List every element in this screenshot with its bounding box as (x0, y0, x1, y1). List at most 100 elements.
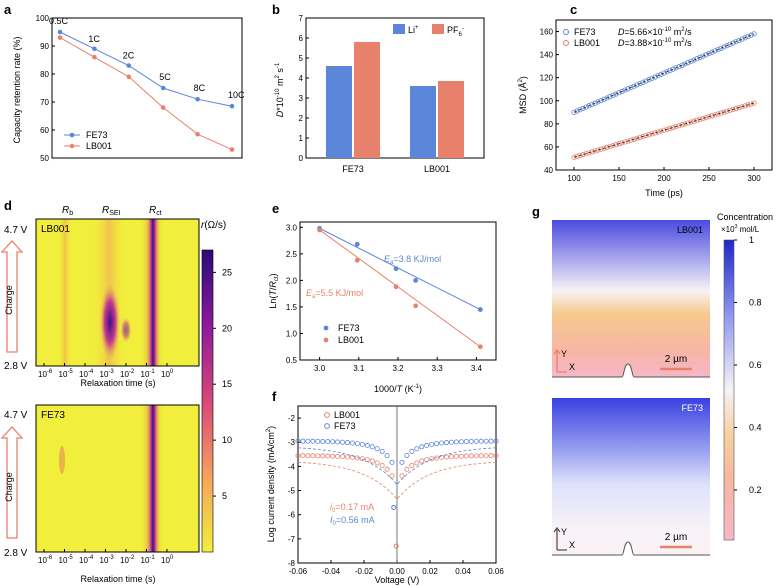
msd-point-fe73 (748, 32, 754, 38)
panel-d-x-axes: 10-6 10-5 10-4 10-3 10-2 10-1 100 10-6 10-5 10-4 1… (38, 363, 174, 565)
msd-point-lb001 (598, 146, 604, 152)
msd-point-lb001 (682, 121, 688, 127)
panel-c-y-tick-label: 160 (540, 28, 554, 37)
msd-point-lb001 (712, 112, 718, 118)
panel-g-letter: g (532, 204, 540, 219)
msd-point-fe73 (691, 57, 697, 63)
msd-point-lb001 (748, 101, 754, 107)
panel-e-y-tick-label: 1.0 (286, 329, 298, 338)
legend-label: PF6- (447, 25, 464, 38)
msd-point-lb001 (751, 100, 757, 106)
msd-point-lb001 (577, 152, 583, 159)
panel-b-y-axis: 0 1 2 3 4 5 6 7 (299, 14, 309, 163)
colorbar-tick-label: 15 (222, 379, 232, 389)
msd-point-lb001 (592, 148, 598, 154)
panel-f-series (295, 438, 499, 549)
colorbar-tick-label: 25 (222, 267, 232, 277)
legend-diffusion: D=3.88×10-10 m2/s (618, 38, 692, 48)
svg-text:2.8 V: 2.8 V (4, 361, 28, 372)
tafel-point-fe73 (354, 441, 360, 447)
panel-c-legend: FE73 D=5.66×10-10 m2/s LB001 D=3.88×10-10 m… (563, 27, 692, 48)
charge-arrow-top: 4.7 V Charge 2.8 V (0, 225, 28, 372)
tafel-point-fe73 (404, 452, 410, 458)
svg-text:4.7 V: 4.7 V (4, 410, 28, 421)
msd-point-fe73 (685, 60, 691, 66)
msd-point-lb001 (631, 136, 637, 142)
panel-f-x-tick-label: 0.04 (455, 567, 471, 576)
panel-f-x-tick-label: -0.02 (355, 567, 374, 576)
rate-label: 2C (123, 51, 135, 61)
panel-b-y-tick-label: 1 (299, 134, 304, 143)
msd-point-lb001 (583, 151, 589, 157)
panel-d-colorbar-ticks: 5 10 15 20 25 (213, 267, 232, 501)
panel-c-series (571, 31, 757, 160)
svg-text:Y: Y (561, 527, 567, 537)
tafel-point-fe73 (488, 438, 494, 444)
msd-point-fe73 (607, 94, 613, 100)
concentration-map-lb001-label: LB001 (677, 225, 703, 235)
panel-e-y-tick-label: 2.0 (286, 276, 298, 285)
tafel-point-fe73 (369, 444, 375, 450)
msd-point-fe73 (613, 91, 619, 97)
msd-point-fe73 (634, 82, 640, 88)
tafel-point-lb001 (429, 456, 435, 462)
msd-point-lb001 (670, 124, 676, 131)
scalebar-label-bottom: 2 µm (665, 532, 687, 543)
msd-point-fe73 (700, 53, 706, 59)
panel-c-axes: 40 60 80 100 120 140 160 100 150 200 250 300 (540, 28, 762, 183)
msd-point-fe73 (724, 43, 730, 49)
legend-label: LB001 (574, 38, 600, 48)
msd-point-fe73 (733, 39, 739, 45)
tafel-point-lb001 (483, 453, 489, 459)
msd-point-lb001 (634, 135, 640, 141)
category-label: LB001 (424, 164, 450, 174)
msd-point-fe73 (643, 78, 649, 84)
msd-point-lb001 (664, 126, 670, 132)
data-point-fe73 (229, 103, 235, 109)
tafel-point-lb001 (478, 453, 484, 459)
panel-a-plot-frame (51, 17, 243, 159)
colorbar-tick-label: 5 (222, 491, 227, 501)
panel-e-letter: e (272, 201, 279, 216)
msd-point-fe73 (712, 48, 718, 54)
panel-g-colorbar: Concentration ×103 mol/L 0.2 0.4 0.6 0.8 1 (717, 212, 773, 541)
heatmap-lb001-sei-peak (99, 280, 121, 364)
panel-e-ylabel: Ln(T/Rct) (268, 273, 280, 308)
heatmap-fe73-ct-peak (146, 405, 160, 552)
msd-point-fe73 (718, 45, 724, 51)
tafel-point-fe73 (493, 438, 499, 444)
tafel-point-lb001 (320, 453, 326, 459)
tafel-point-lb001 (488, 453, 494, 459)
tafel-point-lb001 (369, 458, 375, 464)
legend-marker (324, 412, 330, 418)
panel-b-bars: FE73 LB001 (326, 42, 464, 174)
panel-a-y-tick-label: 60 (40, 126, 49, 135)
legend-marker (69, 132, 75, 138)
heatmap-fe73-bg (36, 405, 199, 552)
svg-text:Y: Y (561, 349, 567, 359)
msd-point-fe73 (646, 77, 652, 83)
fit-line-fe73 (573, 33, 755, 113)
msd-point-lb001 (706, 114, 712, 120)
legend-marker (324, 423, 330, 429)
panel-d-x-tick-label: 10-6 (38, 555, 53, 565)
panel-d-x-tick-label: 10-3 (100, 369, 115, 379)
panel-c-ylabel: MSD (Å2) (518, 76, 528, 114)
tafel-point-fe73 (414, 446, 420, 452)
tafel-point-lb001 (335, 453, 341, 459)
bar-lb001 (438, 81, 464, 158)
axis-indicator-bottom (553, 526, 567, 551)
panel-b-y-tick-label: 0 (299, 154, 304, 163)
msd-point-fe73 (640, 79, 646, 85)
panel-c-x-tick-label: 200 (657, 174, 671, 183)
tafel-point-lb001 (453, 453, 459, 459)
msd-point-lb001 (622, 139, 628, 145)
tafel-point-lb001 (305, 453, 311, 459)
msd-point-lb001 (604, 144, 610, 150)
heatmap-fe73-label: FE73 (41, 410, 65, 421)
data-point-lb001 (477, 344, 483, 350)
tafel-point-fe73 (399, 459, 405, 465)
data-point-fe73 (195, 96, 200, 102)
panel-c-x-tick-label: 300 (747, 174, 761, 183)
